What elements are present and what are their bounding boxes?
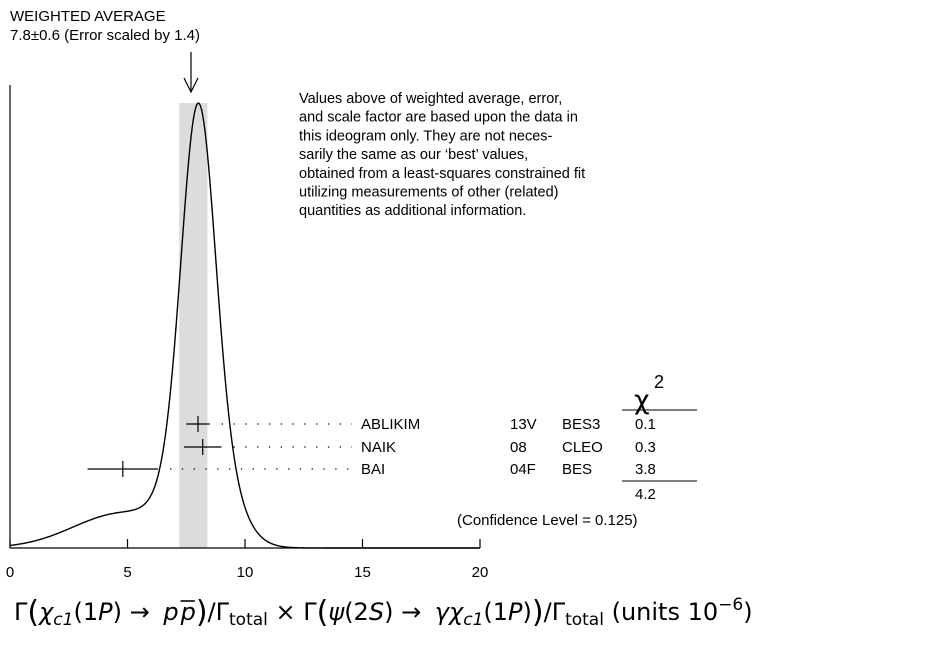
- note-line: Values above of weighted average, error,: [299, 91, 562, 107]
- chi2-header: χ: [634, 385, 650, 416]
- experiment-label: BES: [562, 461, 592, 478]
- xlabel-total: total: [229, 610, 268, 630]
- xlabel-p-state: P: [98, 598, 113, 626]
- x-tick-label: 20: [472, 564, 489, 581]
- experiment-label: CLEO: [562, 439, 603, 456]
- explanatory-note: Values above of weighted average, error,…: [299, 91, 585, 219]
- author-label: BAI: [361, 461, 385, 478]
- xlabel-arrow-2: →: [393, 598, 428, 626]
- measurement-row: BAI 04F BES 3.8: [87, 461, 656, 478]
- chi2-total: 4.2: [635, 486, 656, 503]
- xlabel-units: (units 10: [604, 598, 718, 626]
- xlabel-exponent: −6: [718, 595, 743, 615]
- measurement-row: ABLIKIM 13V BES3 0.1: [186, 416, 656, 433]
- note-line: sarily the same as our ‘best’ values,: [299, 147, 528, 163]
- x-tick-label: 5: [123, 564, 131, 581]
- year-label: 13V: [510, 416, 537, 433]
- xlabel-paren-open: (: [27, 595, 39, 630]
- xlabel-c1-2: c1: [463, 610, 483, 630]
- xlabel-times: ×: [268, 598, 303, 626]
- xlabel-slash-gamma-2: /Γ: [544, 598, 566, 626]
- xlabel-gamma-2: Γ: [303, 598, 317, 626]
- xlabel-s-state: S: [369, 598, 384, 626]
- chi2-value: 3.8: [635, 461, 656, 478]
- xlabel-close-2: ): [384, 598, 393, 626]
- note-line: this ideogram only. They are not neces-: [299, 128, 553, 144]
- x-axis-label: Γ(χc1(1P) → pp)/Γtotal × Γ(ψ(2S) → γχc1(…: [14, 595, 753, 630]
- xlabel-arrow: →: [122, 598, 157, 626]
- xlabel-p-state-2: P: [508, 598, 523, 626]
- experiment-label: BES3: [562, 416, 600, 433]
- x-tick-label: 10: [237, 564, 254, 581]
- x-tick-label: 0: [6, 564, 14, 581]
- author-label: ABLIKIM: [361, 416, 420, 433]
- weighted-average-band: [179, 103, 208, 548]
- weighted-average-value: 7.8±0.6 (Error scaled by 1.4): [10, 27, 200, 44]
- xlabel-gamma: Γ: [14, 598, 28, 626]
- x-tick-label: 15: [354, 564, 371, 581]
- weighted-average-title: WEIGHTED AVERAGE: [10, 8, 166, 25]
- xlabel-chi: χ: [37, 598, 54, 626]
- xlabel-onep-2: (1: [483, 598, 508, 626]
- xlabel-proton: p: [162, 598, 178, 626]
- xlabel-psi: ψ: [328, 598, 345, 626]
- note-line: utilizing measurements of other (related…: [299, 185, 559, 201]
- measurements: ABLIKIM 13V BES3 0.1 NAIK 08 CLEO 0.3 BAI 04F BES 3…: [87, 416, 656, 478]
- xlabel-paren-close: ): [196, 595, 208, 630]
- xlabel-paren-open-2: (: [317, 595, 329, 630]
- weighted-average-arrow: [183, 52, 199, 94]
- year-label: 08: [510, 439, 527, 456]
- xlabel-antiproton: p: [180, 598, 196, 626]
- xlabel-close-3: ): [523, 598, 532, 626]
- xlabel-close: ): [113, 598, 122, 626]
- xlabel-c1: c1: [53, 610, 73, 630]
- chi2-value: 0.3: [635, 439, 656, 456]
- chi2-value: 0.1: [635, 416, 656, 433]
- xlabel-onep: (1: [73, 598, 98, 626]
- xlabel-photon: γ: [435, 598, 451, 626]
- note-line: quantities as additional information.: [299, 203, 526, 219]
- xlabel-twos: (2: [344, 598, 369, 626]
- note-line: obtained from a least-squares constraine…: [299, 166, 585, 182]
- x-ticks: [9, 539, 481, 548]
- confidence-level: (Confidence Level = 0.125): [457, 512, 638, 529]
- xlabel-paren-close-2: ): [532, 595, 544, 630]
- author-label: NAIK: [361, 439, 396, 456]
- xlabel-chi-2: χ: [447, 598, 464, 626]
- year-label: 04F: [510, 461, 536, 478]
- x-tick-labels: 0 5 10 15 20: [6, 564, 489, 581]
- note-line: and scale factor are based upon the data…: [299, 110, 578, 126]
- xlabel-units-close: ): [743, 598, 752, 626]
- xlabel-slash-gamma: /Γ: [208, 598, 230, 626]
- chi2-header-superscript: 2: [654, 372, 664, 392]
- xlabel-total-2: total: [565, 610, 604, 630]
- measurement-row: NAIK 08 CLEO 0.3: [183, 439, 656, 456]
